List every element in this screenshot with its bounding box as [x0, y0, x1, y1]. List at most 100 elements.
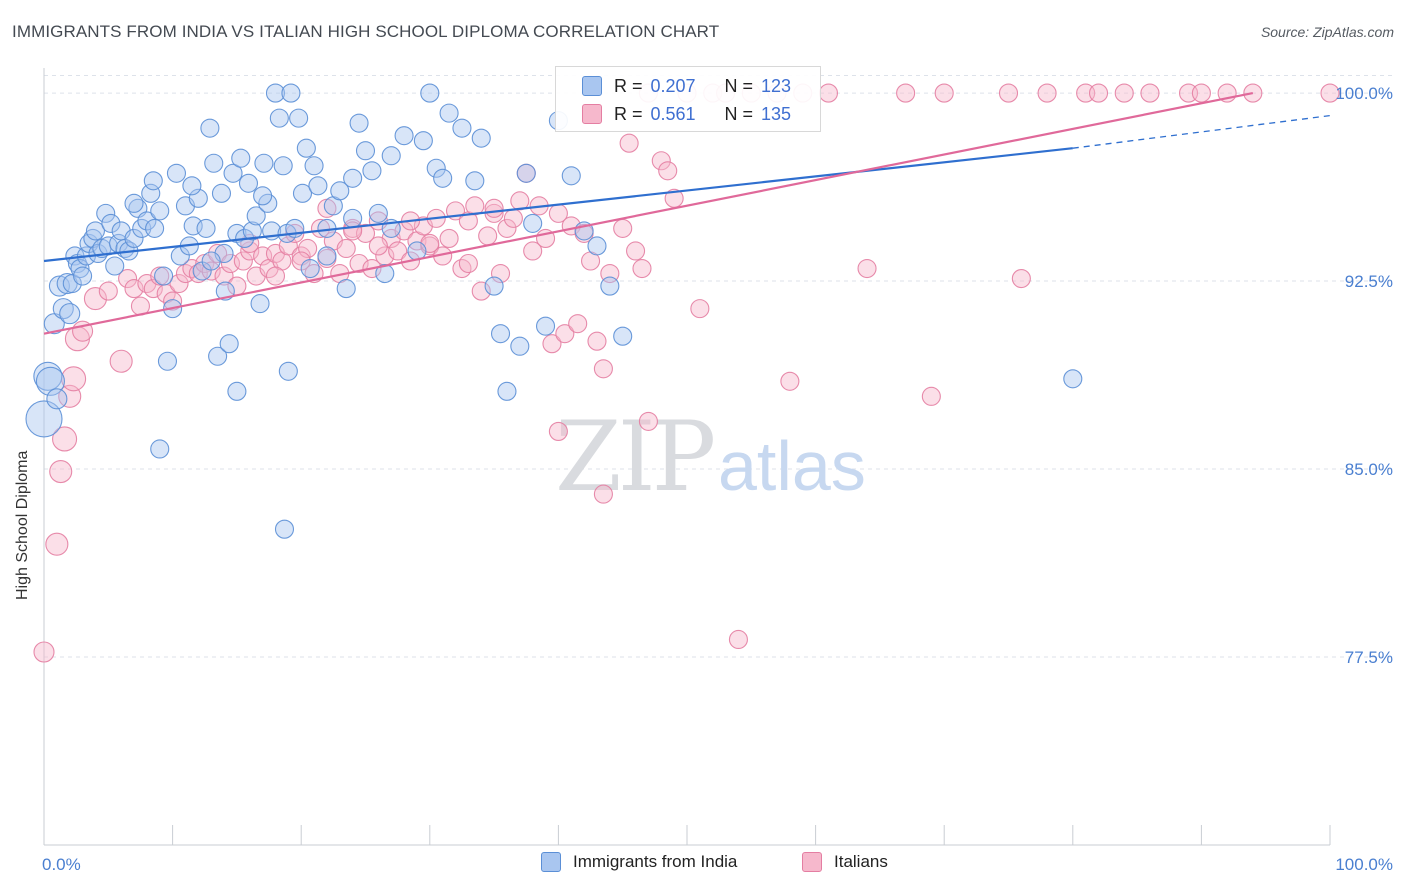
italians-point [208, 243, 228, 264]
bottom-legend-italians: Italians [802, 852, 888, 872]
italians-point [998, 83, 1019, 103]
italians-point [98, 281, 118, 301]
y-axis-title: High School Diploma [14, 450, 31, 600]
legend-r-value-india: 0.207 [650, 75, 696, 96]
italians-point [233, 251, 253, 271]
italians-point [45, 532, 69, 556]
india-point [145, 218, 165, 238]
legend-row-india: R = 0.207 N = 123 [582, 73, 791, 99]
italians-point [542, 334, 562, 354]
india-point [227, 381, 247, 401]
italians-point [310, 218, 331, 238]
india-point [124, 193, 144, 213]
india-point [157, 351, 178, 371]
india-point [204, 153, 224, 173]
india-point [490, 324, 511, 344]
india-point [381, 146, 401, 166]
italians-swatch [582, 104, 602, 124]
italians-point [471, 281, 491, 301]
italians-point [658, 161, 678, 181]
italians-point [265, 266, 286, 286]
italians-point [626, 241, 646, 261]
india-point [219, 334, 239, 354]
india-point [330, 181, 350, 201]
india-point [201, 251, 221, 271]
italians-point [439, 228, 459, 248]
india-point [289, 108, 309, 128]
italians-point [349, 253, 369, 274]
india-point [231, 148, 251, 168]
italians-trend-line [43, 91, 1254, 335]
india-point [304, 156, 324, 176]
india-point [238, 173, 259, 193]
india-point [523, 213, 543, 233]
india-point [471, 128, 491, 148]
india-point [242, 221, 262, 241]
y-tick-label: 100.0% [1335, 84, 1393, 103]
india-point [246, 206, 266, 226]
india-point [188, 188, 208, 208]
india-point [1063, 369, 1083, 389]
india-point [250, 294, 270, 314]
india-point [35, 366, 65, 396]
italians-point [240, 241, 260, 261]
italians-point [49, 459, 73, 484]
tick-labels: 77.5% 85.0% 92.5% 100.0% 0.0% 100.0% [42, 84, 1393, 874]
x-tick-label: 0.0% [42, 855, 81, 874]
italians-point [638, 411, 658, 431]
italians-point [921, 386, 941, 406]
italians-point [780, 371, 800, 391]
india-points [25, 83, 1083, 539]
italians-point [568, 314, 588, 334]
italians-point [52, 426, 78, 452]
india-point [48, 275, 70, 297]
india-point [355, 141, 376, 161]
india-point [182, 176, 202, 196]
india-point [269, 108, 289, 128]
india-legend-swatch [541, 852, 561, 872]
italians-point [33, 641, 55, 663]
india-point [375, 263, 395, 284]
italians-point [484, 198, 504, 218]
india-point [154, 266, 174, 286]
india-swatch [582, 76, 602, 96]
italians-point [458, 253, 478, 274]
axes [43, 68, 1331, 846]
watermark: ZIP atlas [555, 401, 866, 513]
india-point [433, 168, 453, 188]
india-point [196, 218, 216, 238]
italians-point [61, 366, 87, 392]
y-tick-label: 92.5% [1345, 272, 1393, 291]
trend-lines [43, 91, 1331, 335]
italians-point [587, 331, 607, 351]
india-point [587, 236, 607, 256]
india-point [33, 361, 63, 391]
legend-n-value-india: 123 [761, 75, 792, 96]
italians-point [934, 83, 954, 103]
india-point [465, 171, 485, 191]
italians-point [503, 208, 523, 228]
india-point [141, 183, 161, 203]
italians-point [613, 218, 633, 238]
india-point [281, 83, 301, 103]
legend-n-label: N = [724, 75, 754, 96]
italians-point [368, 236, 388, 256]
india-point [368, 203, 388, 223]
india-point [613, 326, 633, 346]
india-point [308, 176, 328, 196]
india-point [200, 118, 220, 138]
india-point [296, 138, 316, 158]
italians-point [497, 218, 517, 238]
india-point [166, 163, 187, 183]
india-point [59, 303, 81, 325]
italians-point [1320, 83, 1340, 103]
y-tick-label: 85.0% [1345, 460, 1393, 479]
india-point [336, 279, 356, 299]
india-point [343, 208, 363, 228]
india-point [561, 166, 581, 186]
italians-point [83, 287, 107, 311]
india-point [105, 256, 125, 276]
italians-point [1114, 83, 1134, 103]
india-point [143, 171, 163, 191]
correlation-legend: R = 0.207 N = 123 R = 0.561 N = 135 [555, 66, 821, 132]
